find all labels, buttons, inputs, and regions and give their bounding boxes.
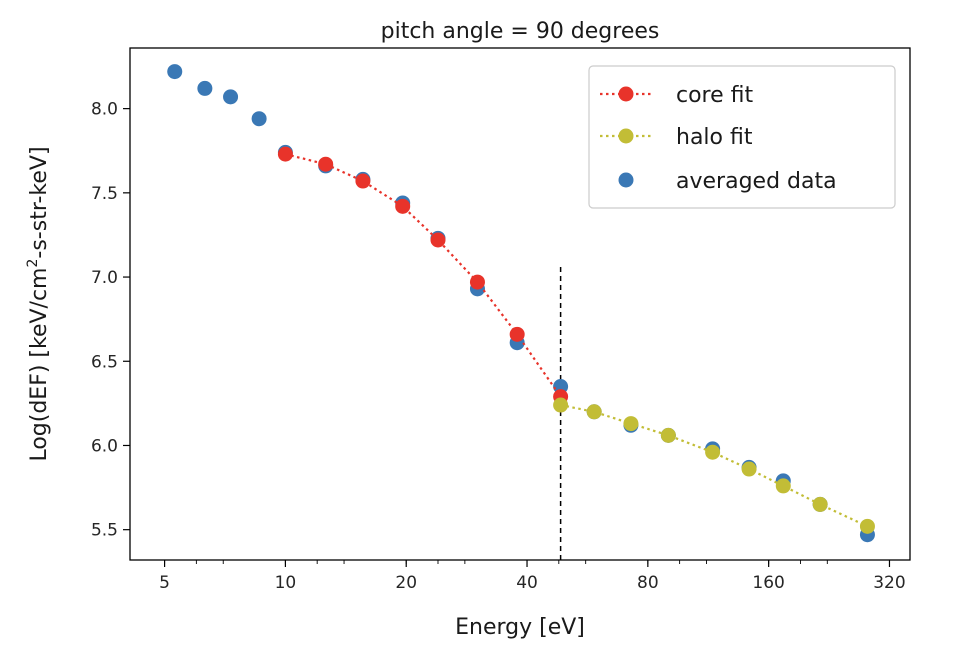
x-tick-label: 20 [395,573,417,593]
legend-entry-halo-fit: halo fit [600,125,753,150]
averaged-data-point [197,80,213,96]
core-fit-point [277,146,293,162]
halo-fit-point [705,444,721,460]
legend-entry-core-fit: core fit [600,83,754,108]
y-tick-label: 8.0 [91,100,118,120]
halo-fit-point [623,416,639,432]
halo-fit-line [560,403,868,528]
core-fit-point [318,156,334,172]
core-fit-point [355,173,371,189]
x-tick-label: 160 [752,573,784,593]
core-fit-point [430,232,446,248]
legend: core fit halo fit averaged data [588,65,896,209]
y-axis-label: Log(dEF) [keV/cm2-s-str-keV] [25,146,52,461]
halo-fit-point [859,518,875,534]
chart-title: pitch angle = 90 degrees [381,19,660,44]
series-layer [167,64,875,543]
x-tick-label: 5 [159,573,170,593]
legend-box [588,65,896,209]
averaged-data-point [251,111,267,127]
core-fit-point [509,326,525,342]
legend-halo-fit-label: halo fit [676,125,753,150]
halo-fit-point [741,461,757,477]
axis-ticks: 5 10 20 40 80 160 320 5.5 6.0 6.5 7.0 7.5 8.0 [91,100,906,593]
halo-fit-point [775,478,791,494]
core-fit-point [395,198,411,214]
averaged-data-point [167,64,183,80]
halo-fit-point [812,496,828,512]
legend-halo-fit-marker [618,128,634,144]
x-tick-label: 80 [637,573,659,593]
y-tick-label: 5.5 [91,521,118,541]
x-axis-label: Energy [eV] [455,615,585,640]
averaged-data-point [223,89,239,105]
x-tick-label: 40 [516,573,538,593]
y-axis-label-main: Log(dEF) [keV/cm [27,268,52,462]
legend-averaged-data-marker [618,172,634,188]
x-tick-label: 10 [275,573,297,593]
legend-averaged-data-label: averaged data [676,169,837,194]
halo-fit-point [586,404,602,420]
y-tick-label: 7.0 [91,268,118,288]
y-axis-label-superscript: 2 [25,259,41,268]
halo-fit-point [553,397,569,413]
legend-core-fit-label: core fit [676,83,754,108]
core-fit-point [469,274,485,290]
legend-entry-averaged-data: averaged data [618,169,837,194]
halo-fit-point [660,427,676,443]
y-tick-label: 6.0 [91,436,118,456]
y-tick-label: 6.5 [91,352,118,372]
legend-core-fit-marker [618,86,634,102]
y-tick-label: 7.5 [91,184,118,204]
y-axis-label-tail: -s-str-keV] [27,146,52,258]
x-tick-label: 320 [873,573,905,593]
